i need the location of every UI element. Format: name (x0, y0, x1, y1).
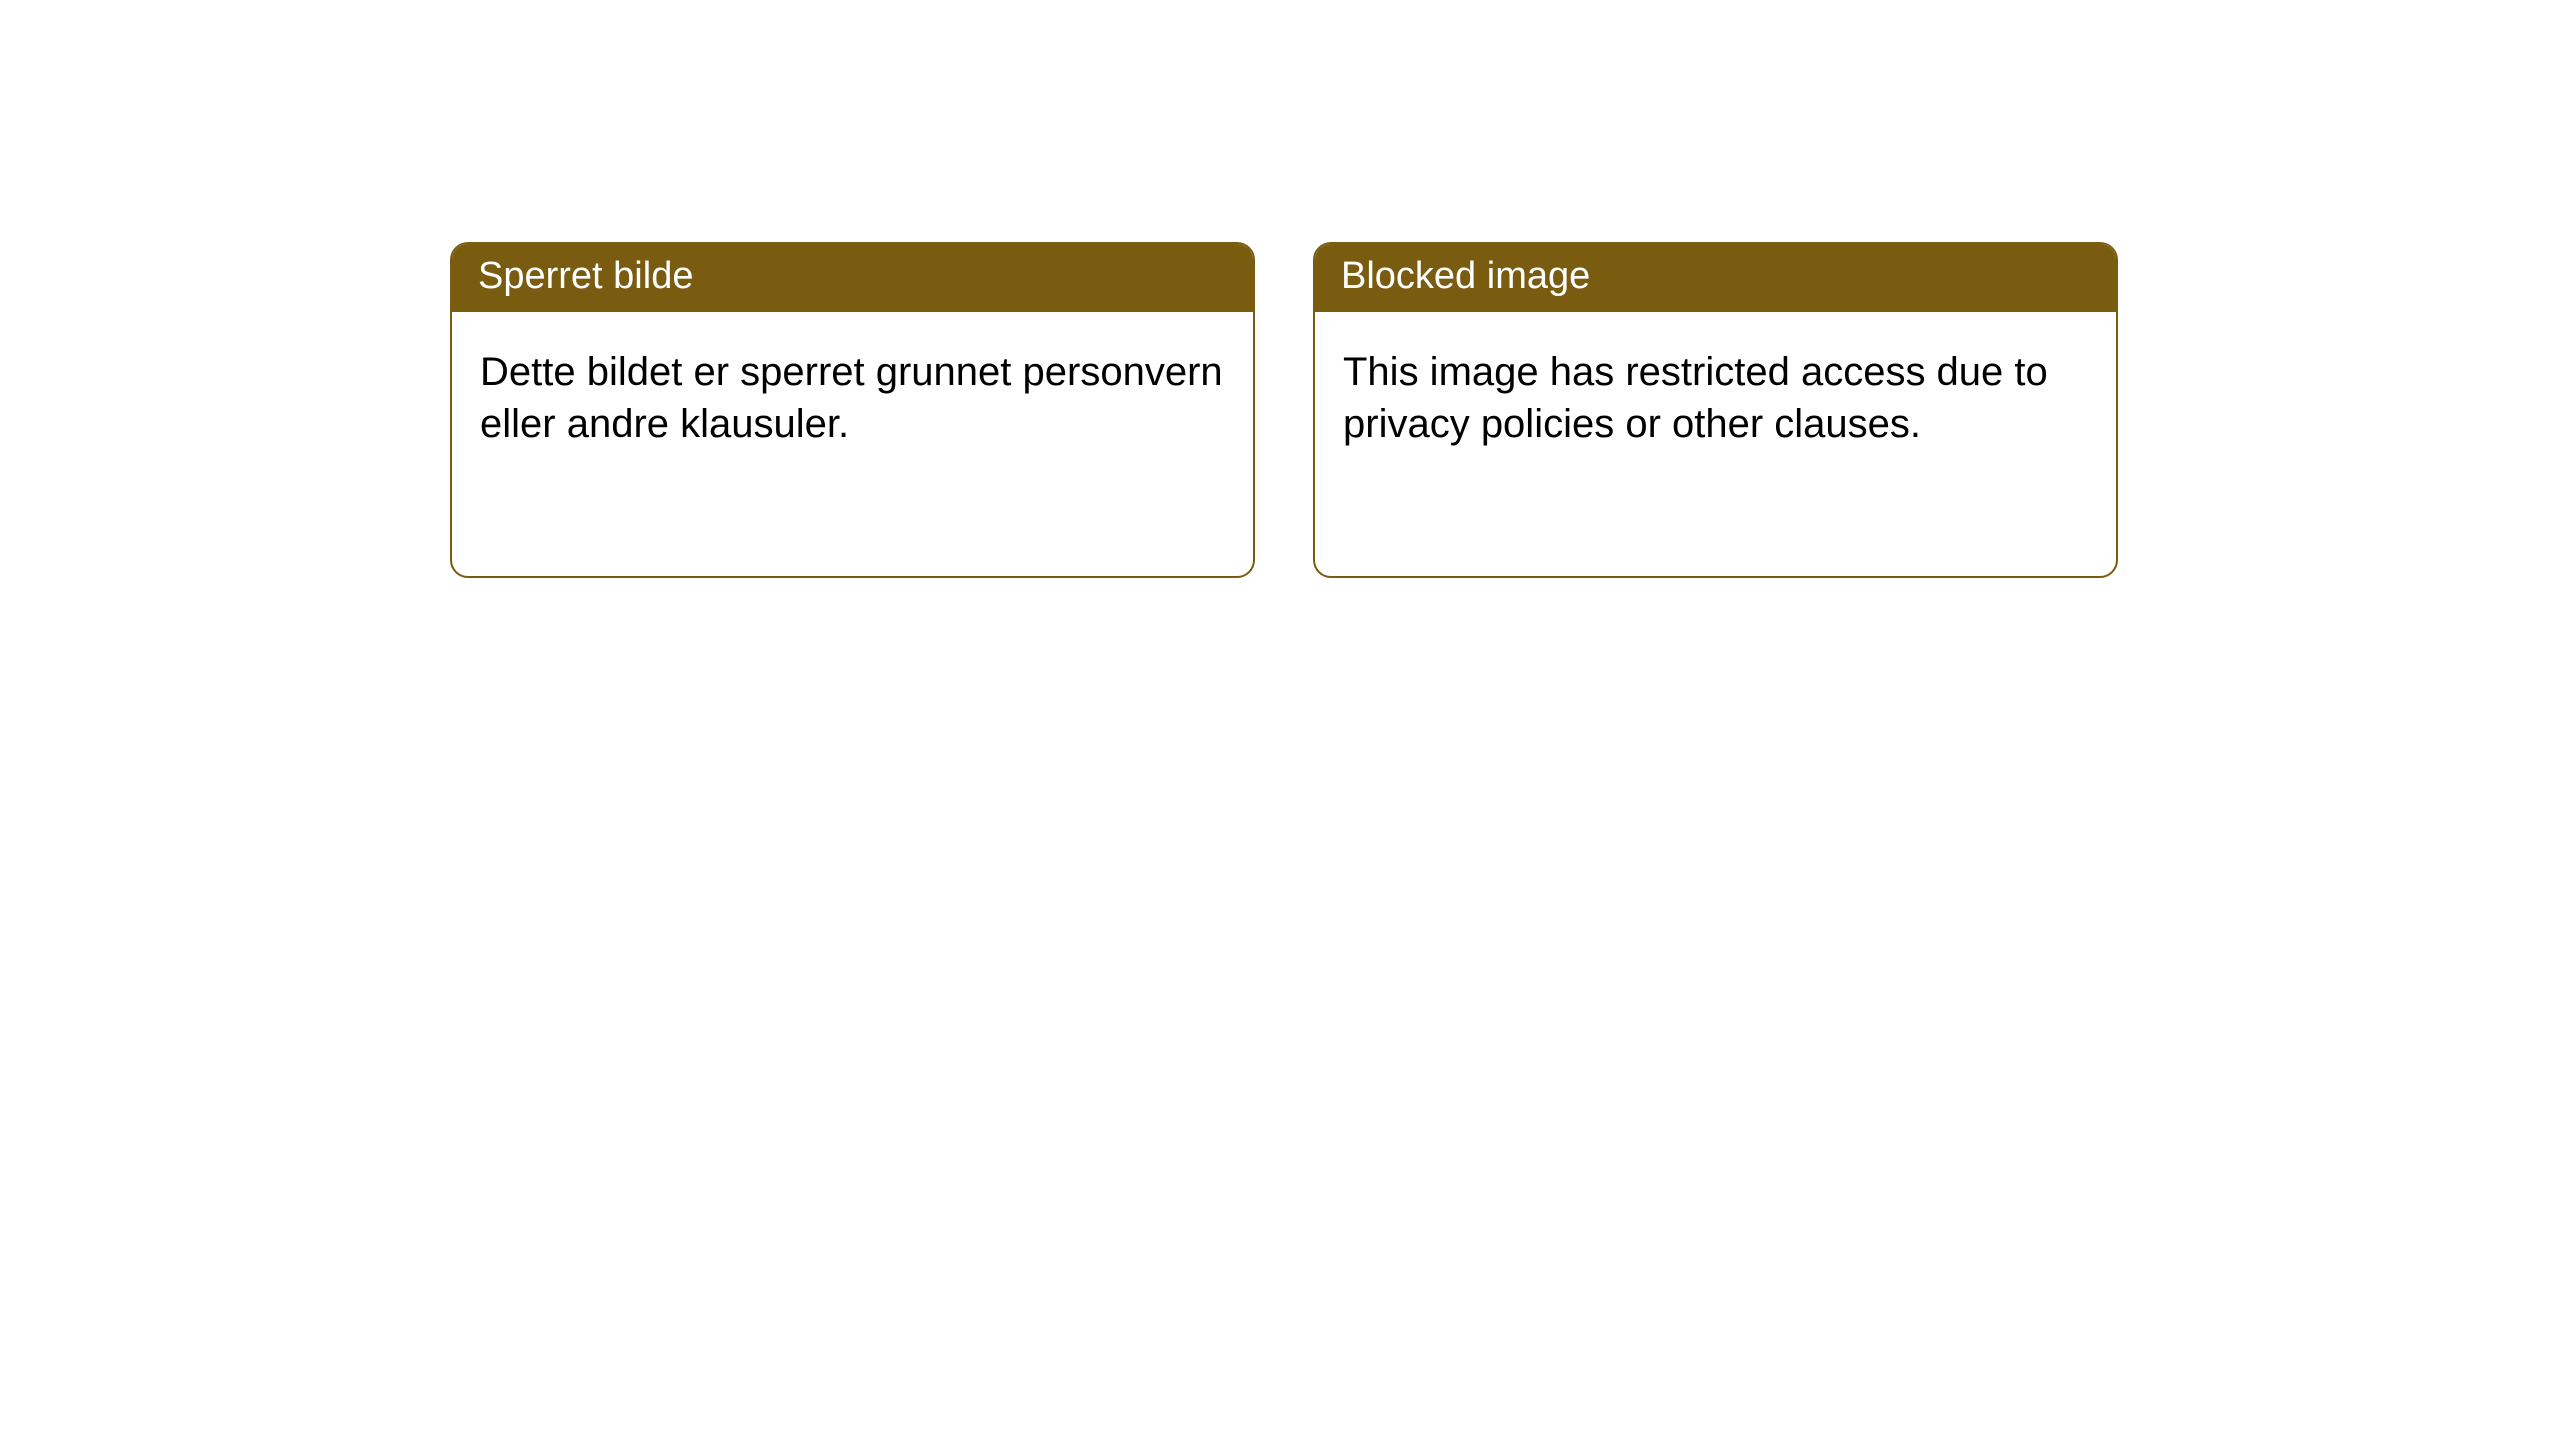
card-header-en: Blocked image (1315, 244, 2116, 312)
blocked-image-card-en: Blocked image This image has restricted … (1313, 242, 2118, 578)
card-header-text: Blocked image (1341, 255, 1590, 297)
card-body-en: This image has restricted access due to … (1315, 312, 2116, 484)
blocked-image-card-no: Sperret bilde Dette bildet er sperret gr… (450, 242, 1255, 578)
card-body-text: Dette bildet er sperret grunnet personve… (480, 350, 1223, 446)
card-body-no: Dette bildet er sperret grunnet personve… (452, 312, 1253, 484)
card-header-text: Sperret bilde (478, 255, 693, 297)
card-body-text: This image has restricted access due to … (1343, 350, 2048, 446)
cards-container: Sperret bilde Dette bildet er sperret gr… (450, 242, 2118, 578)
card-header-no: Sperret bilde (452, 244, 1253, 312)
